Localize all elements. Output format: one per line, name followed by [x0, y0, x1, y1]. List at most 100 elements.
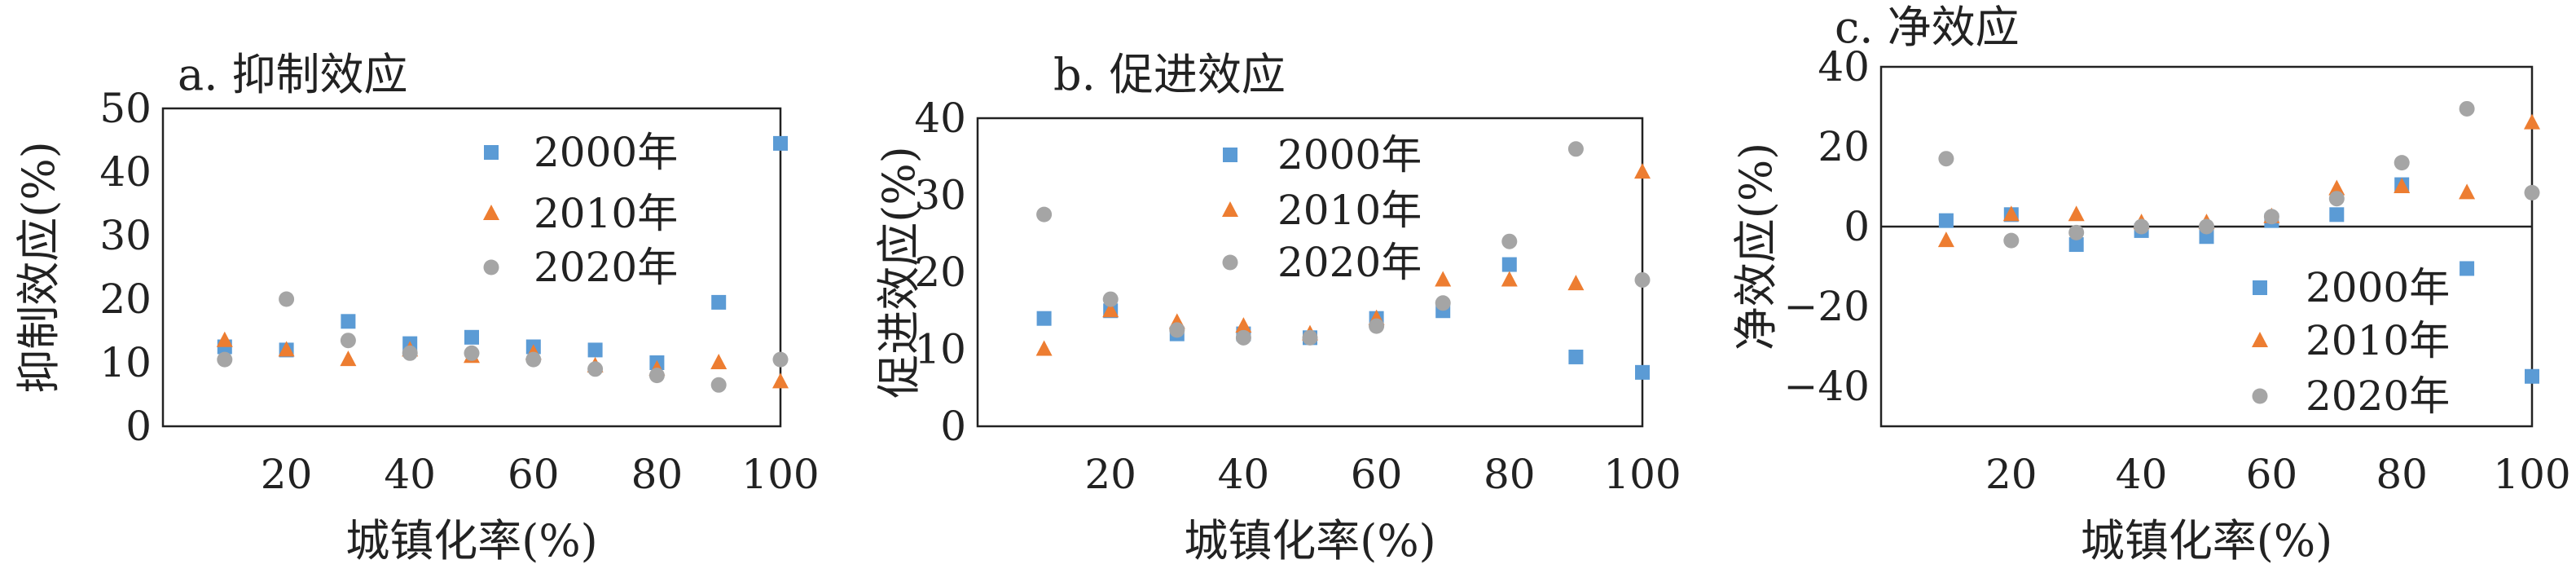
data-point	[711, 294, 727, 310]
data-point	[2459, 183, 2476, 200]
data-point	[1634, 271, 1651, 288]
data-point	[279, 291, 295, 307]
data-point	[710, 354, 728, 369]
legend-label: 2000年	[1277, 131, 1422, 179]
data-point	[1435, 295, 1451, 311]
y-tick-label: 0	[1844, 203, 1870, 250]
y-tick-label: 0	[125, 403, 152, 450]
x-tick-label: 80	[631, 451, 684, 498]
data-point	[1235, 329, 1251, 346]
data-point	[1435, 271, 1452, 287]
x-axis-label: 城镇化率(%)	[345, 515, 597, 566]
data-point	[402, 345, 418, 361]
chart-title: b. 促进效应	[1053, 49, 1286, 100]
data-point	[2524, 184, 2540, 201]
y-tick-label: −20	[1783, 283, 1870, 330]
data-point	[2263, 209, 2279, 225]
data-point	[2068, 205, 2085, 222]
data-point	[2328, 191, 2345, 207]
legend-marker	[1223, 148, 1237, 162]
y-tick-label: 0	[940, 403, 966, 450]
data-point	[2524, 113, 2540, 130]
x-tick-label: 80	[1484, 451, 1536, 498]
legend-label: 2010年	[2306, 317, 2450, 364]
data-point	[340, 350, 357, 367]
x-tick-label: 20	[1985, 451, 2038, 498]
data-point	[1036, 311, 1052, 326]
legend-marker	[1222, 254, 1238, 271]
data-point	[2525, 368, 2539, 384]
legend-label: 2020年	[2306, 372, 2450, 420]
y-tick-label: 20	[99, 275, 152, 323]
legend-marker	[483, 259, 499, 275]
x-tick-label: 100	[741, 451, 819, 498]
legend-marker	[483, 205, 499, 220]
data-point	[1568, 349, 1584, 364]
data-point	[587, 361, 604, 377]
x-tick-label: 40	[384, 451, 436, 498]
chart-title: c. 净效应	[1835, 2, 2020, 53]
data-point	[278, 341, 295, 357]
legend-marker	[2253, 280, 2267, 295]
data-point	[2199, 218, 2214, 235]
data-point	[1501, 257, 1517, 272]
y-tick-label: 40	[1818, 43, 1870, 90]
legend-label: 2000年	[2306, 264, 2450, 311]
data-point	[1938, 151, 1954, 167]
y-tick-label: 10	[99, 339, 152, 386]
y-tick-label: 40	[99, 148, 152, 196]
data-point	[2003, 232, 2020, 249]
data-point	[216, 331, 233, 347]
y-tick-label: 50	[99, 85, 152, 132]
legend-label: 2010年	[534, 190, 678, 237]
data-point	[1635, 364, 1650, 380]
y-tick-label: 20	[914, 249, 966, 296]
data-point	[2134, 218, 2150, 235]
data-point	[1102, 302, 1119, 318]
data-point	[587, 342, 603, 358]
legend-marker	[1222, 201, 1238, 217]
data-point	[525, 351, 542, 368]
data-point	[772, 372, 789, 389]
y-axis-label: 净效应(%)	[1730, 143, 1782, 350]
data-point	[1102, 291, 1119, 307]
plot-area-frame	[1879, 65, 2534, 428]
x-tick-label: 60	[2246, 451, 2298, 498]
data-point	[1501, 233, 1518, 249]
x-tick-label: 20	[261, 451, 313, 498]
y-tick-label: 40	[914, 95, 966, 142]
data-point	[1567, 275, 1585, 291]
data-point	[1235, 317, 1252, 333]
x-axis-label: 城镇化率(%)	[2081, 515, 2332, 566]
y-axis-label: 促进效应(%)	[873, 146, 925, 398]
data-point	[773, 135, 788, 151]
data-point	[2459, 100, 2475, 117]
legend-marker	[484, 145, 499, 160]
data-point	[1567, 141, 1584, 157]
data-point	[464, 329, 479, 345]
data-point	[1035, 340, 1053, 356]
data-point	[340, 333, 356, 349]
data-point	[2394, 178, 2411, 193]
data-point	[2328, 179, 2345, 196]
data-point	[772, 351, 789, 368]
data-point	[2068, 237, 2084, 253]
y-tick-label: −40	[1783, 363, 1870, 410]
legend-marker	[2252, 332, 2268, 347]
x-tick-label: 40	[2116, 451, 2168, 498]
data-point	[2002, 205, 2020, 222]
y-tick-label: 30	[914, 172, 966, 219]
data-point	[1036, 206, 1053, 223]
x-tick-label: 40	[1218, 451, 1270, 498]
x-tick-label: 80	[2376, 451, 2428, 498]
x-tick-label: 60	[1351, 451, 1403, 498]
legend-marker	[2252, 388, 2268, 404]
data-point	[1938, 213, 1954, 228]
data-point	[464, 345, 480, 361]
data-point	[1302, 329, 1318, 346]
x-tick-label: 100	[1603, 451, 1681, 498]
